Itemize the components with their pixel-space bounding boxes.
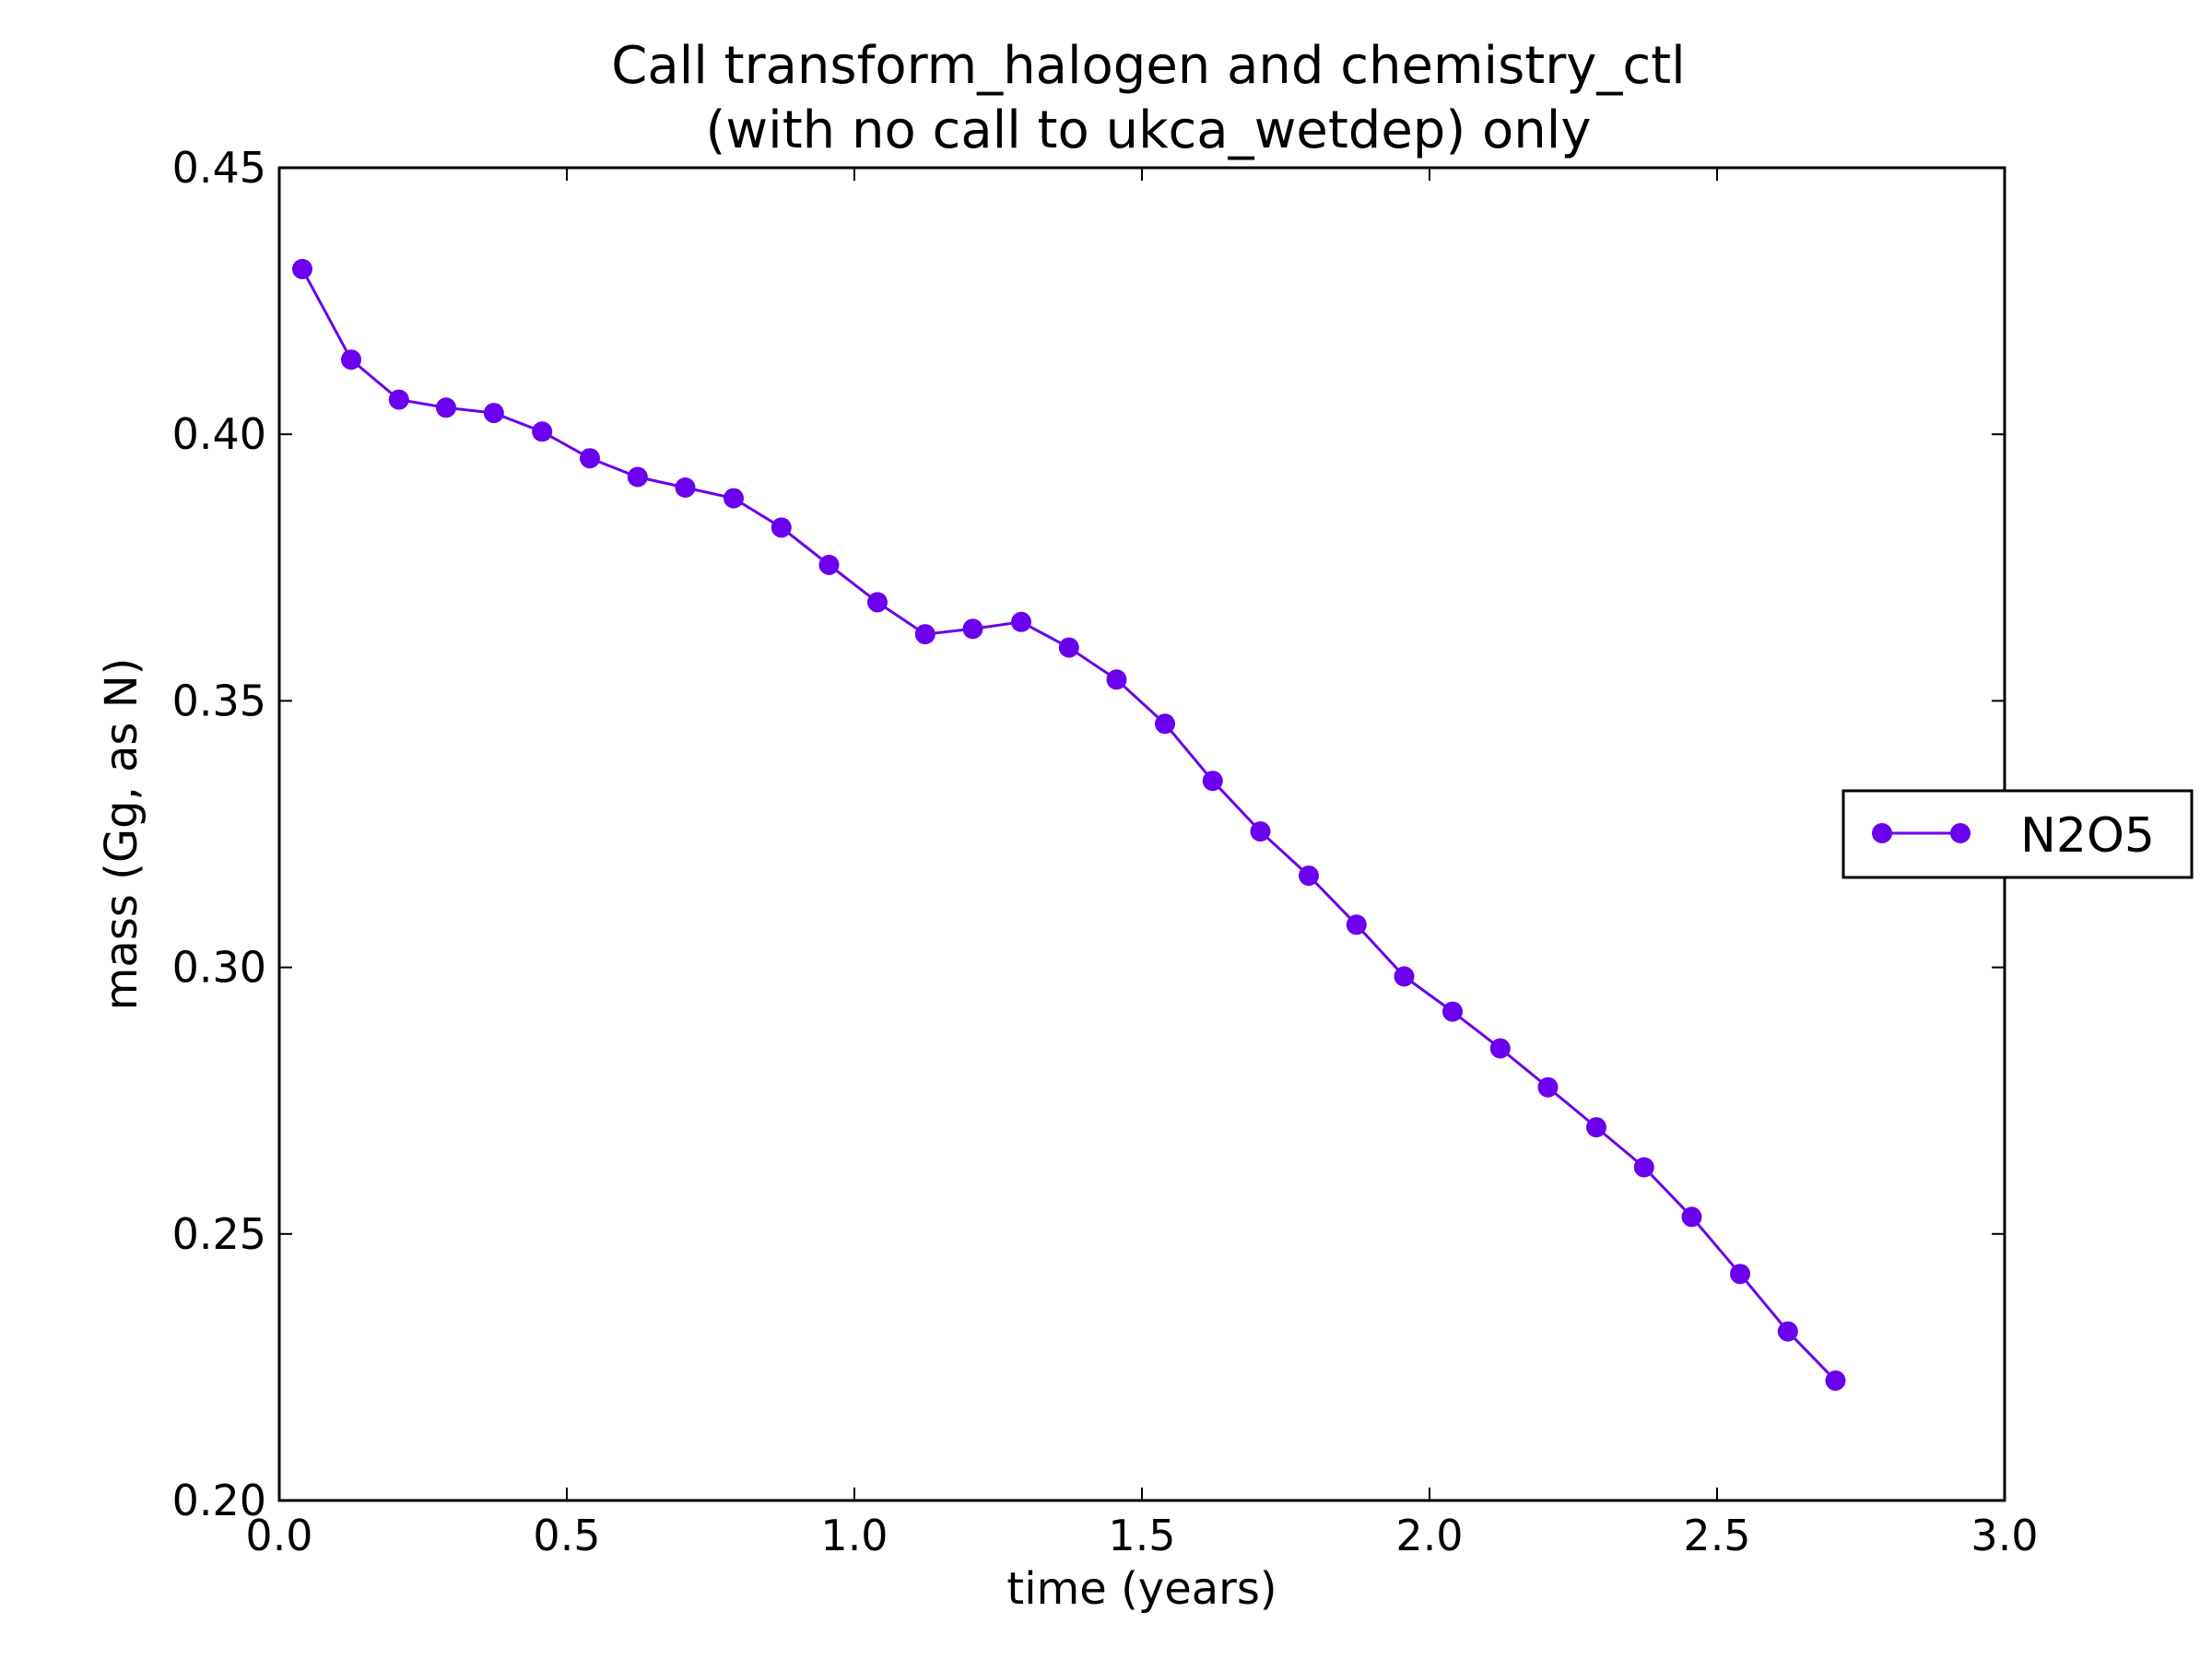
data-point [1011, 611, 1031, 632]
legend: N2O5 [1841, 789, 2194, 879]
x-tick-label: 3.0 [1971, 1511, 2038, 1560]
x-tick-label: 1.0 [820, 1511, 888, 1560]
data-point [1250, 821, 1271, 842]
data-point [962, 618, 983, 640]
legend-marker-end [1950, 823, 1971, 843]
data-point [1155, 713, 1175, 735]
data-point [1058, 637, 1079, 658]
data-point [1825, 1370, 1846, 1391]
data-point [1394, 966, 1415, 987]
legend-marker-start [1872, 823, 1892, 843]
data-point [1299, 865, 1319, 887]
x-tick-label: 1.5 [1108, 1511, 1175, 1560]
data-point [580, 448, 600, 469]
data-point [436, 397, 456, 418]
data-point [675, 477, 696, 498]
data-point [914, 624, 935, 645]
y-axis-label: mass (Gg, as N) [96, 658, 147, 1011]
data-point [1442, 1001, 1463, 1022]
data-point [1106, 669, 1127, 690]
data-point [818, 554, 840, 575]
data-point [1777, 1321, 1798, 1342]
x-tick-label: 0.0 [245, 1511, 312, 1560]
data-point [724, 488, 744, 509]
data-point [1633, 1157, 1654, 1178]
data-point [1489, 1038, 1511, 1059]
chart-title-line-2: (with no call to ukca_wetdep) only [706, 100, 1592, 160]
series-line-n2o5 [300, 268, 1837, 1382]
x-tick-label: 0.5 [533, 1511, 600, 1560]
data-point [388, 389, 409, 410]
data-point [1586, 1117, 1606, 1138]
plot-area [292, 258, 1846, 1391]
data-point [1681, 1206, 1702, 1228]
x-axis-label: time (years) [1006, 1563, 1277, 1615]
data-point [532, 421, 553, 442]
x-axis: 0.0 0.5 1.0 1.5 2.0 2.5 3.0 [245, 168, 2039, 1560]
x-tick-label: 2.5 [1683, 1511, 1750, 1560]
y-tick-label: 0.20 [172, 1476, 266, 1525]
data-point [627, 466, 648, 488]
y-tick-label: 0.25 [172, 1209, 266, 1259]
y-tick-label: 0.35 [172, 676, 266, 725]
y-tick-label: 0.40 [172, 409, 266, 459]
data-point [483, 403, 504, 424]
y-tick-label: 0.30 [172, 943, 266, 993]
data-point [1730, 1264, 1750, 1285]
y-axis: 0.20 0.25 0.30 0.35 0.40 0.45 [172, 143, 2005, 1525]
data-point [1346, 914, 1367, 935]
x-tick-label: 2.0 [1395, 1511, 1463, 1560]
data-point [341, 349, 361, 371]
chart-title-line-1: Call transform_halogen and chemistry_ctl [611, 36, 1685, 96]
data-point [867, 592, 888, 613]
legend-label-n2o5: N2O5 [2020, 808, 2155, 864]
data-point [1537, 1077, 1559, 1098]
plot-frame [277, 166, 2006, 1502]
data-point [771, 517, 792, 538]
data-point [1202, 771, 1223, 792]
y-tick-label: 0.45 [172, 143, 266, 193]
data-point [292, 258, 312, 279]
